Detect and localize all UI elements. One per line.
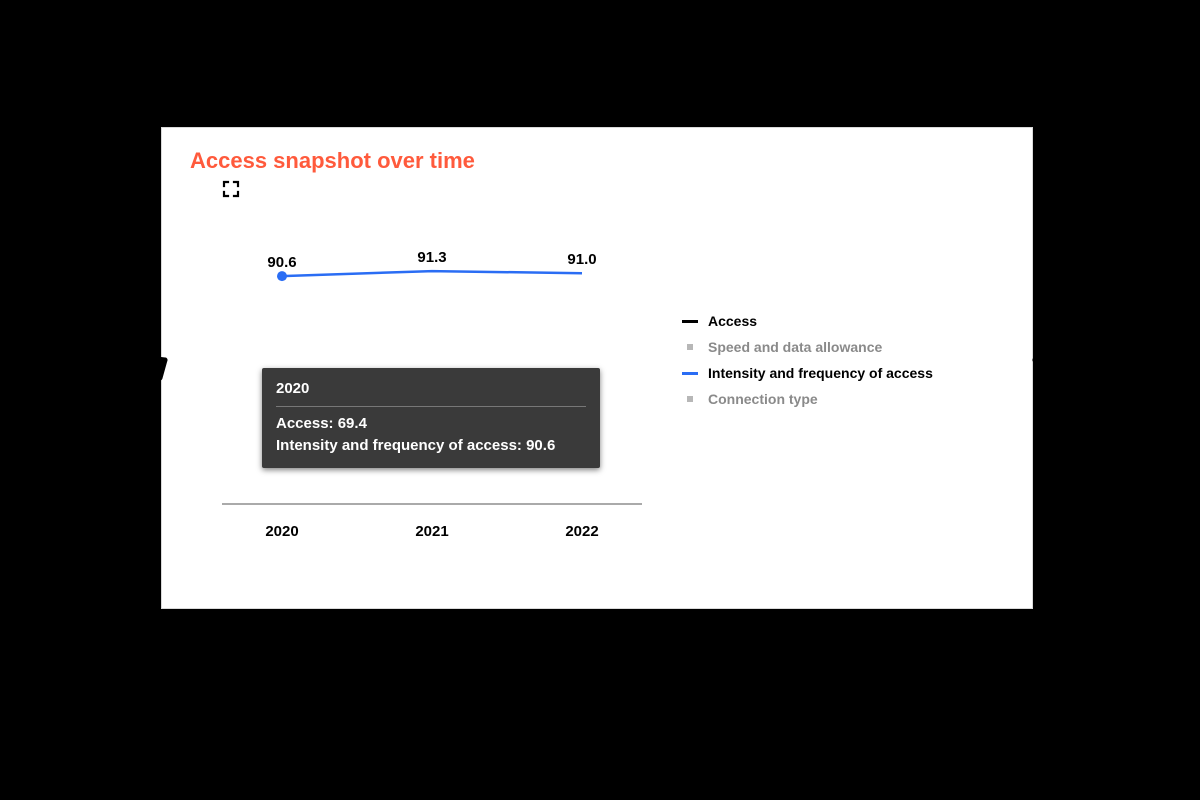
- legend-item[interactable]: Speed and data allowance: [682, 334, 933, 360]
- legend-swatch: [687, 344, 693, 350]
- data-label: 91.0: [567, 251, 596, 268]
- data-label: 91.3: [417, 249, 446, 266]
- chart-card: Access snapshot over time 69.470.072.090…: [162, 128, 1032, 608]
- legend-label: Access: [708, 313, 757, 329]
- x-axis-label: 2022: [565, 523, 598, 540]
- legend-label: Intensity and frequency of access: [708, 365, 933, 381]
- fullscreen-icon[interactable]: [222, 180, 240, 198]
- tooltip-line-1: Access: 69.4: [276, 413, 586, 435]
- tooltip-line-2: Intensity and frequency of access: 90.6: [276, 435, 586, 457]
- legend-item[interactable]: Access: [682, 308, 933, 334]
- legend-label: Speed and data allowance: [708, 339, 882, 355]
- chart-title: Access snapshot over time: [190, 148, 475, 174]
- legend-swatch: [682, 372, 698, 375]
- legend-swatch: [682, 320, 698, 323]
- data-label: 90.6: [267, 254, 296, 271]
- tooltip: 2020 Access: 69.4 Intensity and frequenc…: [262, 368, 600, 468]
- x-axis-label: 2020: [265, 523, 298, 540]
- legend-swatch: [687, 396, 693, 402]
- legend-item[interactable]: Connection type: [682, 386, 933, 412]
- legend-label: Connection type: [708, 391, 818, 407]
- annotation-arrow-right: [1020, 315, 1130, 395]
- tooltip-title: 2020: [276, 378, 586, 407]
- legend: Access Speed and data allowance Intensity …: [682, 308, 933, 412]
- x-axis-label: 2021: [415, 523, 448, 540]
- legend-item[interactable]: Intensity and frequency of access: [682, 360, 933, 386]
